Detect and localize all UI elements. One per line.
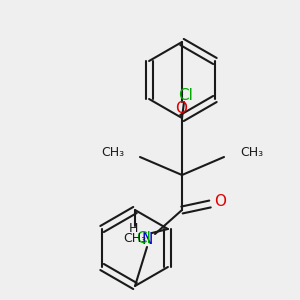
Text: Cl: Cl: [178, 88, 194, 104]
Text: Cl: Cl: [136, 232, 151, 247]
Text: CH₃: CH₃: [240, 146, 263, 158]
Text: O: O: [175, 101, 187, 116]
Text: CH₃: CH₃: [101, 146, 124, 158]
Text: CH₃: CH₃: [123, 232, 147, 244]
Text: N: N: [141, 232, 153, 247]
Text: O: O: [214, 194, 226, 209]
Text: H: H: [128, 221, 138, 235]
